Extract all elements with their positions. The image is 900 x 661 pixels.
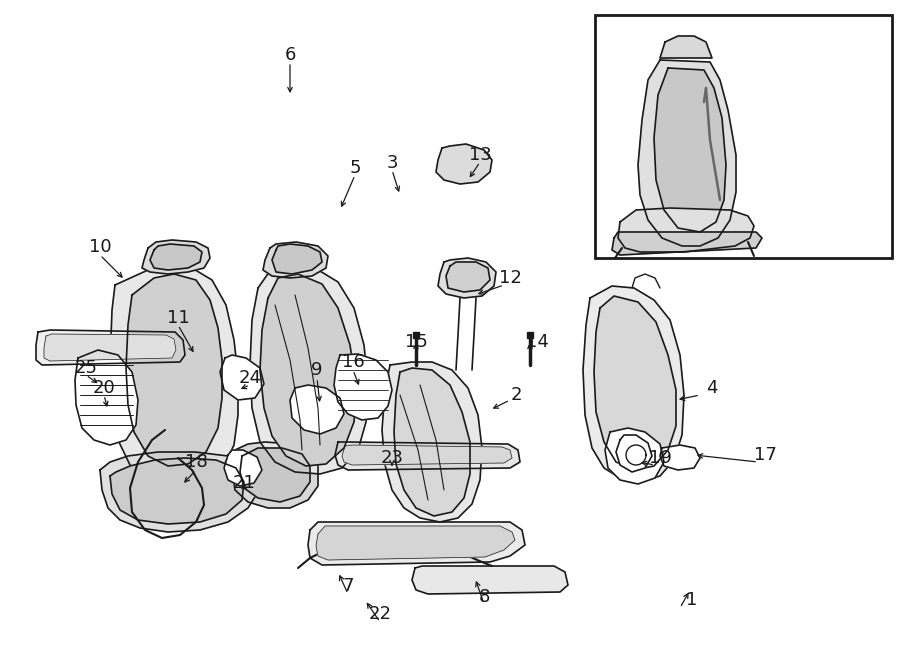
Polygon shape: [654, 68, 726, 232]
Polygon shape: [142, 240, 210, 274]
Polygon shape: [446, 262, 490, 292]
Text: 8: 8: [478, 588, 490, 606]
Polygon shape: [638, 60, 736, 246]
Polygon shape: [290, 385, 344, 434]
Text: 25: 25: [75, 359, 97, 377]
Polygon shape: [436, 144, 492, 184]
Text: 10: 10: [89, 238, 112, 256]
Polygon shape: [263, 242, 328, 278]
Text: 14: 14: [526, 333, 548, 351]
Polygon shape: [335, 442, 520, 470]
Polygon shape: [110, 458, 244, 524]
Text: 1: 1: [687, 591, 698, 609]
Text: 6: 6: [284, 46, 296, 64]
Polygon shape: [660, 445, 700, 470]
Text: 13: 13: [469, 146, 491, 164]
Text: 2: 2: [510, 386, 522, 404]
Polygon shape: [612, 232, 762, 255]
Polygon shape: [308, 522, 525, 565]
Polygon shape: [334, 354, 392, 420]
Polygon shape: [342, 445, 512, 465]
Polygon shape: [240, 448, 310, 502]
Text: 3: 3: [386, 154, 398, 172]
Polygon shape: [100, 452, 258, 532]
Polygon shape: [605, 428, 664, 484]
Polygon shape: [232, 442, 318, 508]
Text: 17: 17: [753, 446, 777, 464]
Polygon shape: [250, 264, 368, 474]
Text: 4: 4: [706, 379, 718, 397]
Text: 11: 11: [166, 309, 189, 327]
Polygon shape: [316, 526, 515, 560]
Polygon shape: [260, 274, 356, 466]
Polygon shape: [224, 450, 262, 486]
Polygon shape: [110, 266, 238, 488]
Polygon shape: [394, 368, 470, 516]
Polygon shape: [412, 566, 568, 594]
Bar: [595, 15, 892, 258]
Polygon shape: [272, 244, 322, 274]
Polygon shape: [36, 330, 185, 365]
Text: 18: 18: [184, 453, 207, 471]
Polygon shape: [618, 208, 754, 252]
Text: 5: 5: [349, 159, 361, 177]
Polygon shape: [382, 362, 482, 522]
Text: 23: 23: [381, 449, 403, 467]
Text: 19: 19: [649, 449, 671, 467]
Text: 22: 22: [368, 605, 392, 623]
Polygon shape: [594, 296, 676, 470]
Polygon shape: [660, 36, 712, 58]
Text: 7: 7: [342, 577, 354, 595]
Text: 15: 15: [405, 333, 428, 351]
Text: 20: 20: [93, 379, 115, 397]
Polygon shape: [150, 244, 202, 270]
Text: 12: 12: [499, 269, 521, 287]
Text: 16: 16: [342, 353, 364, 371]
Polygon shape: [44, 334, 176, 361]
Polygon shape: [583, 286, 684, 482]
Polygon shape: [126, 274, 222, 466]
Polygon shape: [75, 350, 138, 445]
Polygon shape: [616, 435, 652, 472]
Text: 24: 24: [238, 369, 262, 387]
Polygon shape: [220, 355, 264, 400]
Text: 21: 21: [232, 474, 256, 492]
Polygon shape: [438, 258, 496, 298]
Text: 9: 9: [311, 361, 323, 379]
